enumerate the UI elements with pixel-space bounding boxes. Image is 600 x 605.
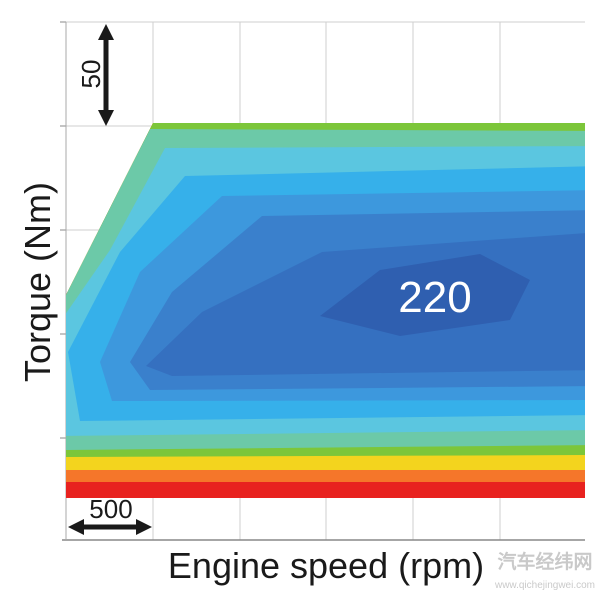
watermark: 汽车经纬网 www.qichejingwei.com	[494, 550, 595, 591]
x-axis-label: Engine speed (rpm)	[168, 545, 484, 586]
y-axis-label: Torque (Nm)	[17, 182, 58, 382]
svg-text:汽车经纬网: 汽车经纬网	[497, 550, 592, 573]
contour-band	[320, 254, 530, 336]
y-scale-label: 50	[76, 60, 106, 89]
y-scale-bar: 50	[76, 24, 114, 126]
annotation-label: 220	[398, 273, 471, 322]
x-scale-bar: 500	[68, 494, 152, 535]
svg-text:www.qichejingwei.com: www.qichejingwei.com	[494, 580, 595, 591]
x-scale-label: 500	[89, 494, 132, 524]
contour-bands	[66, 123, 585, 498]
